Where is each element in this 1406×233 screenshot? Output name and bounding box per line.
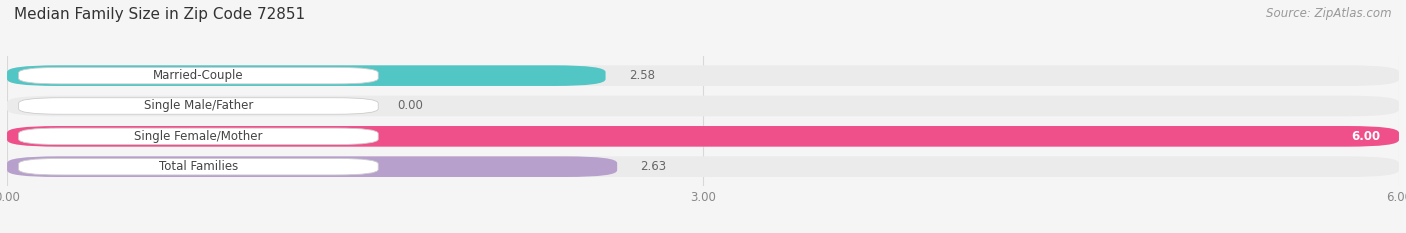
FancyBboxPatch shape [18, 98, 378, 114]
Text: 6.00: 6.00 [1351, 130, 1381, 143]
FancyBboxPatch shape [18, 128, 378, 145]
Text: Married-Couple: Married-Couple [153, 69, 243, 82]
Text: Median Family Size in Zip Code 72851: Median Family Size in Zip Code 72851 [14, 7, 305, 22]
FancyBboxPatch shape [7, 65, 1399, 86]
Text: 2.63: 2.63 [640, 160, 666, 173]
Text: Single Female/Mother: Single Female/Mother [134, 130, 263, 143]
FancyBboxPatch shape [7, 156, 617, 177]
Text: 2.58: 2.58 [628, 69, 655, 82]
FancyBboxPatch shape [7, 96, 1399, 116]
Text: Total Families: Total Families [159, 160, 238, 173]
FancyBboxPatch shape [18, 67, 378, 84]
FancyBboxPatch shape [7, 126, 1399, 147]
Text: Single Male/Father: Single Male/Father [143, 99, 253, 113]
FancyBboxPatch shape [7, 65, 606, 86]
Text: Source: ZipAtlas.com: Source: ZipAtlas.com [1267, 7, 1392, 20]
FancyBboxPatch shape [7, 156, 1399, 177]
FancyBboxPatch shape [18, 158, 378, 175]
FancyBboxPatch shape [7, 126, 1399, 147]
Text: 0.00: 0.00 [396, 99, 423, 113]
